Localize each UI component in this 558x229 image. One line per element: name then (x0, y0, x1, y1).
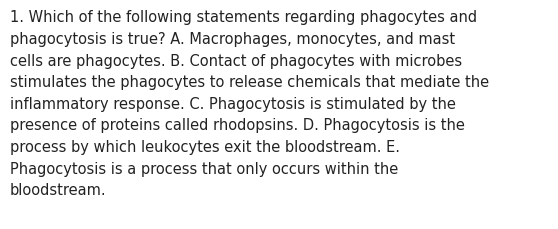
Text: 1. Which of the following statements regarding phagocytes and
phagocytosis is tr: 1. Which of the following statements reg… (10, 10, 489, 197)
